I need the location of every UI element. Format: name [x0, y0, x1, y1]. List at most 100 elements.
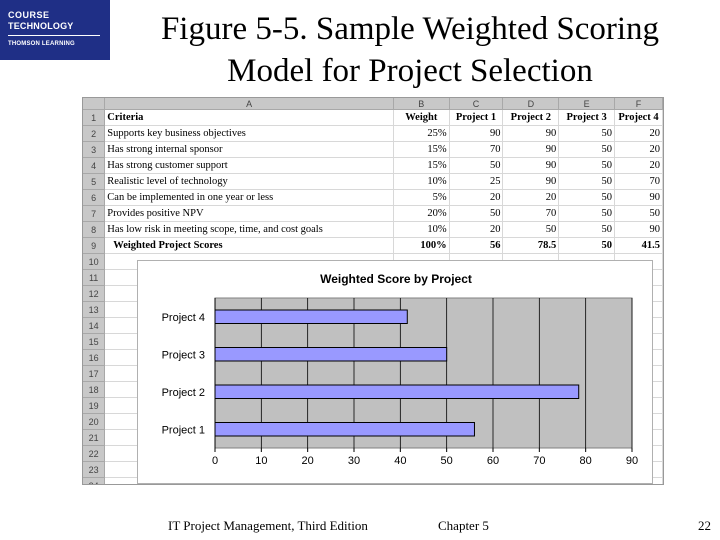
- row-number: 17: [83, 365, 106, 382]
- score-cell: 50: [614, 205, 663, 222]
- footer-page-number: 22: [698, 518, 711, 533]
- total-score-cell: 41.5: [614, 237, 663, 254]
- score-cell: 50: [449, 205, 504, 222]
- row-number: 9: [83, 237, 106, 254]
- logo-line-2: TECHNOLOGY: [8, 21, 74, 31]
- footer-book-title: IT Project Management, Third Edition: [168, 518, 368, 533]
- row-number: 16: [83, 349, 106, 366]
- score-cell: 50: [558, 189, 616, 206]
- score-cell: 20: [614, 141, 663, 158]
- row-number: 3: [83, 141, 106, 158]
- row-number: 21: [83, 429, 106, 446]
- column-letter: D: [502, 98, 560, 110]
- sheet-row: 1 Criteria Weight Project 1 Project 2 Project…: [83, 109, 663, 126]
- sheet-row: 4 Has strong customer support 15% 50 90 50 20: [83, 157, 663, 174]
- column-letter: F: [614, 98, 663, 110]
- score-cell: 90: [614, 189, 663, 206]
- score-cell: 50: [449, 157, 504, 174]
- row-number: 18: [83, 381, 106, 398]
- score-cell: 50: [558, 141, 616, 158]
- criteria-cell: Provides positive NPV: [104, 205, 394, 222]
- x-tick-label: 10: [255, 455, 267, 467]
- x-tick-label: 80: [580, 455, 592, 467]
- sheet-row: 8 Has low risk in meeting scope, time, an…: [83, 221, 663, 238]
- score-cell: 10%: [393, 173, 450, 190]
- column-header: Weight: [393, 109, 450, 126]
- score-cell: 20: [614, 125, 663, 142]
- row-number: 15: [83, 333, 106, 350]
- score-cell: 25%: [393, 125, 450, 142]
- column-letter: B: [393, 98, 450, 110]
- score-cell: 90: [502, 173, 560, 190]
- sheet-row: 5 Realistic level of technology 10% 25 90 50 7…: [83, 173, 663, 190]
- score-cell: 25: [449, 173, 504, 190]
- row-number: 6: [83, 189, 106, 206]
- column-header: Project 4: [614, 109, 663, 126]
- score-cell: 50: [558, 125, 616, 142]
- sheet-row: 2 Supports key business objectives 25% 90 90…: [83, 125, 663, 142]
- total-score-cell: 100%: [393, 237, 450, 254]
- score-cell: 50: [502, 221, 560, 238]
- score-cell: 15%: [393, 157, 450, 174]
- score-cell: 20: [449, 189, 504, 206]
- score-cell: 50: [558, 157, 616, 174]
- row-number: 2: [83, 125, 106, 142]
- score-cell: 20%: [393, 205, 450, 222]
- score-cell: 20: [502, 189, 560, 206]
- row-number: 13: [83, 301, 106, 318]
- x-tick-label: 90: [626, 455, 638, 467]
- totals-label: Weighted Project Scores: [104, 237, 394, 254]
- score-cell: 90: [449, 125, 504, 142]
- score-cell: 90: [502, 125, 560, 142]
- bar-project-4: [214, 309, 408, 324]
- total-score-cell: 56: [449, 237, 504, 254]
- score-cell: 90: [502, 141, 560, 158]
- score-cell: 15%: [393, 141, 450, 158]
- criteria-cell: Realistic level of technology: [104, 173, 394, 190]
- criteria-cell: Can be implemented in one year or less: [104, 189, 394, 206]
- category-label: Project 2: [162, 387, 205, 399]
- category-label: Project 4: [162, 312, 205, 324]
- row-number: 23: [83, 461, 106, 478]
- x-tick-label: 30: [348, 455, 360, 467]
- column-letter: E: [558, 98, 616, 110]
- sheet-row: 9 Weighted Project Scores 100% 56 78.5 50 41.5: [83, 237, 663, 254]
- row-number: 22: [83, 445, 106, 462]
- row-number: 20: [83, 413, 106, 430]
- row-number: 1: [83, 109, 106, 126]
- slide-title: Figure 5-5. Sample Weighted Scoring Mode…: [110, 8, 710, 92]
- logo-line-3: THOMSON LEARNING: [8, 41, 75, 47]
- footer-chapter: Chapter 5: [438, 518, 489, 533]
- x-tick-label: 40: [394, 455, 406, 467]
- sheet-row: 6 Can be implemented in one year or less 5…: [83, 189, 663, 206]
- criteria-header: Criteria: [104, 109, 394, 126]
- x-tick-label: 60: [487, 455, 499, 467]
- total-score-cell: 50: [558, 237, 616, 254]
- score-cell: 20: [614, 157, 663, 174]
- row-number: 10: [83, 253, 106, 270]
- row-number: 11: [83, 269, 106, 286]
- slide-title-line-1: Figure 5-5. Sample Weighted Scoring: [160, 11, 660, 47]
- logo-line-1: COURSE: [8, 10, 50, 20]
- x-tick-label: 0: [212, 455, 218, 467]
- row-number: 14: [83, 317, 106, 334]
- column-letter: C: [449, 98, 504, 110]
- x-tick-label: 70: [533, 455, 545, 467]
- criteria-cell: Has low risk in meeting scope, time, and…: [104, 221, 394, 238]
- column-letter: A: [104, 98, 394, 110]
- criteria-cell: Has strong internal sponsor: [104, 141, 394, 158]
- column-header: Project 2: [502, 109, 560, 126]
- score-cell: 90: [502, 157, 560, 174]
- row-number: 5: [83, 173, 106, 190]
- row-number: 7: [83, 205, 106, 222]
- score-cell: 10%: [393, 221, 450, 238]
- row-number: 8: [83, 221, 106, 238]
- column-header: Project 3: [558, 109, 616, 126]
- row-number: 24: [83, 477, 106, 484]
- chart-canvas: Weighted Score by Project 0 10 20 30 40 50 60 70…: [162, 272, 639, 467]
- x-tick-label: 50: [441, 455, 453, 467]
- x-tick-label: 20: [302, 455, 314, 467]
- sheet-row: 7 Provides positive NPV 20% 50 70 50 50: [83, 205, 663, 222]
- corner-cell: [83, 98, 106, 110]
